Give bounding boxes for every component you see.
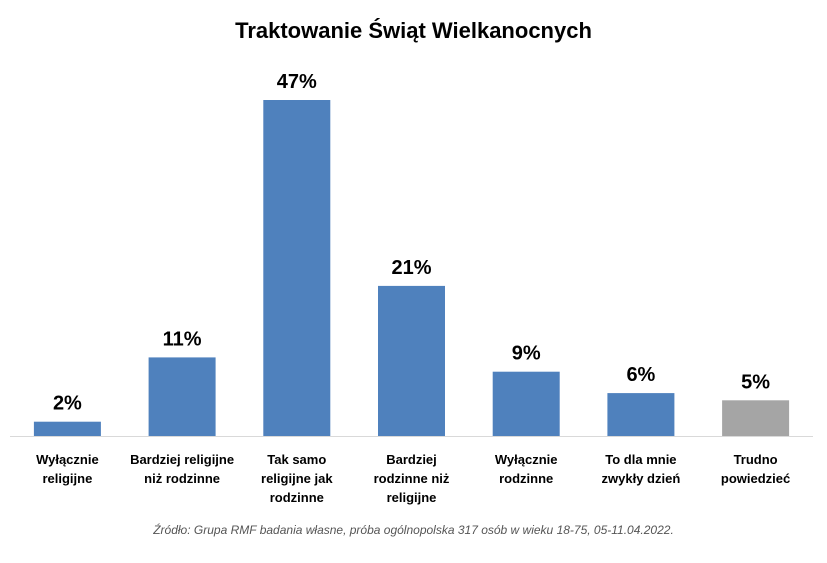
category-label-5: Wyłącznie rodzinne: [495, 452, 558, 486]
value-labels-layer: 2% 11% 47% 21% 9% 6% 5%: [53, 71, 770, 415]
category-label-line: To dla mnie: [605, 452, 676, 467]
value-label-7: 5%: [741, 371, 770, 393]
category-label-line: rodzinne: [499, 471, 553, 486]
value-label-3: 47%: [277, 71, 317, 93]
value-label-4: 21%: [391, 257, 431, 279]
category-label-line: zwykły dzień: [602, 471, 681, 486]
category-label-line: powiedzieć: [721, 471, 790, 486]
category-label-line: Wyłącznie: [36, 452, 99, 467]
chart-title: Traktowanie Świąt Wielkanocnych: [235, 18, 592, 43]
category-label-2: Bardziej religijne niż rodzinne: [130, 452, 234, 486]
category-label-line: Bardziej: [386, 452, 437, 467]
bar-3: [263, 100, 331, 436]
value-label-2: 11%: [163, 328, 202, 350]
category-label-3: Tak samo religijne jak rodzinne: [261, 452, 333, 505]
category-label-7: Trudno powiedzieć: [721, 452, 790, 486]
value-label-5: 9%: [512, 343, 541, 365]
category-label-line: religijne: [42, 471, 92, 486]
category-label-line: religijne: [387, 490, 437, 505]
source-note: Źródło: Grupa RMF badania własne, próba …: [153, 523, 674, 537]
category-label-line: rodzinne: [270, 490, 324, 505]
category-label-1: Wyłącznie religijne: [36, 452, 99, 486]
value-label-6: 6%: [626, 364, 655, 386]
category-label-line: Wyłącznie: [495, 452, 558, 467]
category-label-line: rodzinne niż: [374, 471, 450, 486]
bar-2: [148, 357, 216, 436]
category-label-line: Bardziej religijne: [130, 452, 234, 467]
category-label-line: religijne jak: [261, 471, 333, 486]
category-label-line: Tak samo: [267, 452, 326, 467]
bar-4: [378, 285, 445, 436]
bar-7: [722, 400, 790, 436]
bar-1: [33, 421, 101, 436]
bar-5: [492, 371, 560, 436]
category-label-6: To dla mnie zwykły dzień: [602, 452, 681, 486]
category-label-line: Trudno: [734, 452, 778, 467]
category-labels-layer: Wyłącznie religijne Bardziej religijne niż …: [36, 452, 790, 505]
bars-layer: [33, 100, 790, 436]
bar-6: [607, 393, 675, 436]
category-label-4: Bardziej rodzinne niż religijne: [374, 452, 450, 505]
value-label-1: 2%: [53, 393, 82, 415]
category-label-line: niż rodzinne: [144, 471, 220, 486]
